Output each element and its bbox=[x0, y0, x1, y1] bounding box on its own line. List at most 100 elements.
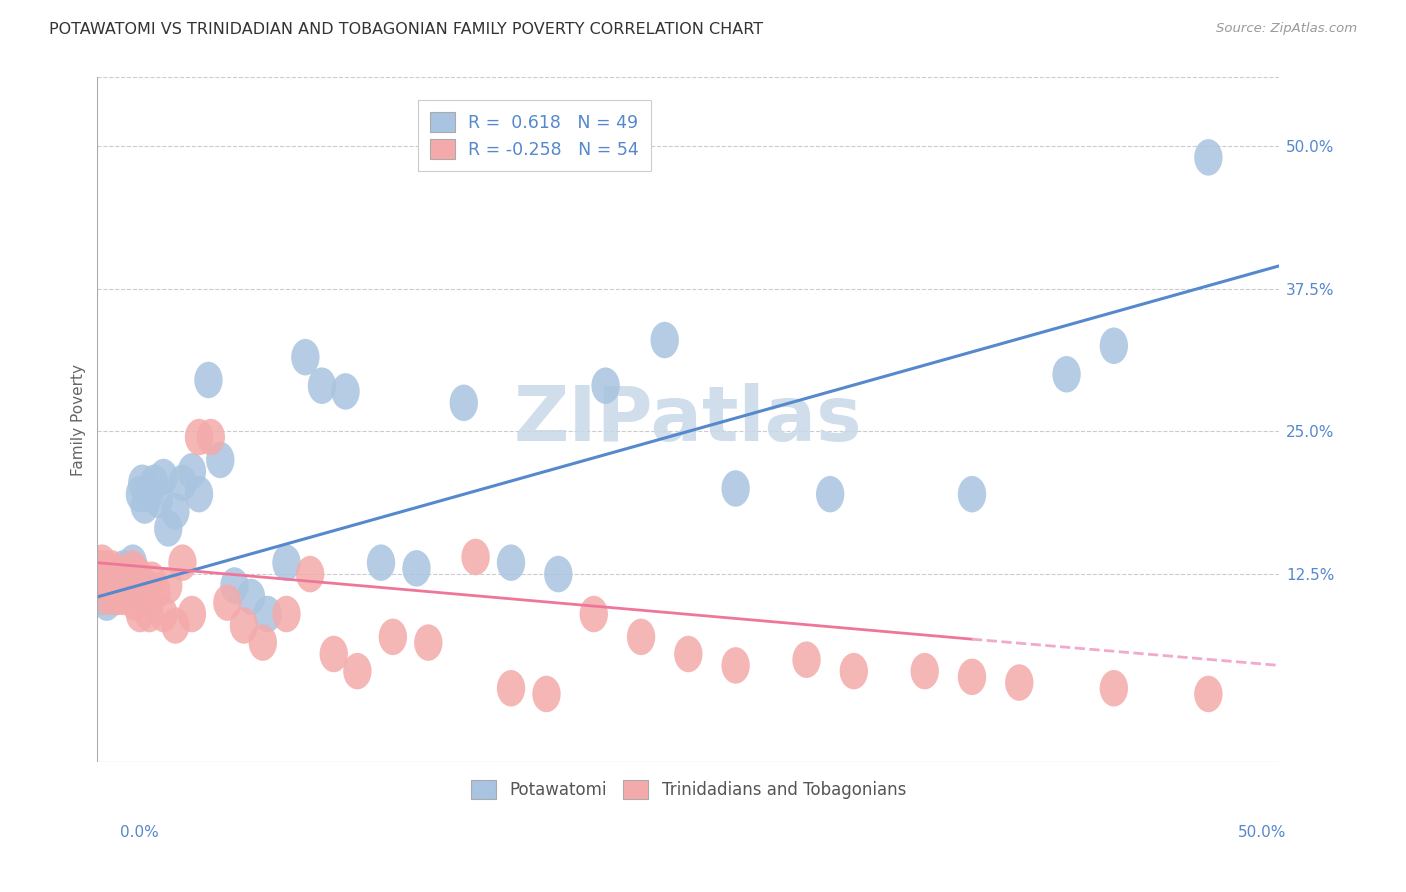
Ellipse shape bbox=[496, 544, 526, 581]
Ellipse shape bbox=[839, 653, 868, 690]
Ellipse shape bbox=[450, 384, 478, 421]
Ellipse shape bbox=[89, 544, 117, 581]
Ellipse shape bbox=[142, 573, 170, 609]
Ellipse shape bbox=[93, 584, 121, 621]
Ellipse shape bbox=[496, 670, 526, 706]
Ellipse shape bbox=[111, 567, 141, 604]
Ellipse shape bbox=[957, 476, 986, 512]
Ellipse shape bbox=[673, 636, 703, 673]
Ellipse shape bbox=[651, 322, 679, 359]
Ellipse shape bbox=[131, 567, 159, 604]
Ellipse shape bbox=[149, 596, 177, 632]
Ellipse shape bbox=[1052, 356, 1081, 392]
Ellipse shape bbox=[114, 573, 142, 609]
Ellipse shape bbox=[291, 339, 319, 376]
Ellipse shape bbox=[128, 567, 156, 604]
Ellipse shape bbox=[135, 476, 163, 512]
Ellipse shape bbox=[96, 567, 124, 604]
Ellipse shape bbox=[103, 579, 131, 615]
Ellipse shape bbox=[319, 636, 347, 673]
Ellipse shape bbox=[721, 470, 749, 507]
Ellipse shape bbox=[128, 465, 156, 501]
Legend: Potawatomi, Trinidadians and Tobagonians: Potawatomi, Trinidadians and Tobagonians bbox=[464, 773, 912, 805]
Text: Source: ZipAtlas.com: Source: ZipAtlas.com bbox=[1216, 22, 1357, 36]
Ellipse shape bbox=[194, 362, 222, 398]
Ellipse shape bbox=[221, 567, 249, 604]
Ellipse shape bbox=[579, 596, 607, 632]
Ellipse shape bbox=[145, 482, 173, 518]
Ellipse shape bbox=[100, 556, 128, 592]
Ellipse shape bbox=[86, 556, 114, 592]
Ellipse shape bbox=[121, 584, 149, 621]
Ellipse shape bbox=[177, 596, 207, 632]
Ellipse shape bbox=[229, 607, 259, 644]
Y-axis label: Family Poverty: Family Poverty bbox=[72, 364, 86, 476]
Ellipse shape bbox=[249, 624, 277, 661]
Ellipse shape bbox=[721, 648, 749, 683]
Ellipse shape bbox=[135, 596, 163, 632]
Ellipse shape bbox=[332, 373, 360, 409]
Ellipse shape bbox=[911, 653, 939, 690]
Ellipse shape bbox=[117, 567, 145, 604]
Ellipse shape bbox=[125, 596, 155, 632]
Ellipse shape bbox=[124, 562, 152, 598]
Ellipse shape bbox=[100, 573, 128, 609]
Ellipse shape bbox=[118, 544, 148, 581]
Ellipse shape bbox=[90, 550, 118, 587]
Ellipse shape bbox=[177, 453, 207, 490]
Ellipse shape bbox=[141, 465, 169, 501]
Ellipse shape bbox=[184, 476, 214, 512]
Ellipse shape bbox=[162, 493, 190, 530]
Text: ZIPatlas: ZIPatlas bbox=[515, 383, 863, 457]
Ellipse shape bbox=[592, 368, 620, 404]
Ellipse shape bbox=[96, 567, 124, 604]
Ellipse shape bbox=[308, 368, 336, 404]
Ellipse shape bbox=[131, 487, 159, 524]
Ellipse shape bbox=[533, 676, 561, 712]
Ellipse shape bbox=[253, 596, 281, 632]
Ellipse shape bbox=[1194, 676, 1223, 712]
Ellipse shape bbox=[110, 579, 138, 615]
Ellipse shape bbox=[169, 544, 197, 581]
Ellipse shape bbox=[103, 579, 131, 615]
Text: POTAWATOMI VS TRINIDADIAN AND TOBAGONIAN FAMILY POVERTY CORRELATION CHART: POTAWATOMI VS TRINIDADIAN AND TOBAGONIAN… bbox=[49, 22, 763, 37]
Ellipse shape bbox=[162, 607, 190, 644]
Ellipse shape bbox=[169, 465, 197, 501]
Ellipse shape bbox=[815, 476, 845, 512]
Ellipse shape bbox=[415, 624, 443, 661]
Ellipse shape bbox=[155, 567, 183, 604]
Ellipse shape bbox=[1005, 665, 1033, 701]
Ellipse shape bbox=[107, 556, 135, 592]
Ellipse shape bbox=[118, 550, 148, 587]
Ellipse shape bbox=[184, 419, 214, 455]
Ellipse shape bbox=[124, 556, 152, 592]
Text: 50.0%: 50.0% bbox=[1239, 825, 1286, 840]
Ellipse shape bbox=[93, 579, 121, 615]
Ellipse shape bbox=[138, 562, 166, 598]
Ellipse shape bbox=[155, 510, 183, 547]
Ellipse shape bbox=[343, 653, 371, 690]
Ellipse shape bbox=[121, 556, 149, 592]
Ellipse shape bbox=[295, 556, 325, 592]
Ellipse shape bbox=[89, 579, 117, 615]
Ellipse shape bbox=[107, 556, 135, 592]
Ellipse shape bbox=[104, 567, 132, 604]
Ellipse shape bbox=[104, 567, 132, 604]
Ellipse shape bbox=[544, 556, 572, 592]
Ellipse shape bbox=[83, 550, 111, 587]
Ellipse shape bbox=[236, 579, 266, 615]
Ellipse shape bbox=[1194, 139, 1223, 176]
Ellipse shape bbox=[378, 619, 406, 655]
Ellipse shape bbox=[402, 550, 430, 587]
Ellipse shape bbox=[125, 476, 155, 512]
Ellipse shape bbox=[273, 596, 301, 632]
Ellipse shape bbox=[207, 442, 235, 478]
Ellipse shape bbox=[1099, 327, 1128, 364]
Ellipse shape bbox=[110, 550, 138, 587]
Ellipse shape bbox=[197, 419, 225, 455]
Ellipse shape bbox=[793, 641, 821, 678]
Ellipse shape bbox=[97, 562, 125, 598]
Ellipse shape bbox=[461, 539, 489, 575]
Ellipse shape bbox=[1099, 670, 1128, 706]
Ellipse shape bbox=[111, 567, 141, 604]
